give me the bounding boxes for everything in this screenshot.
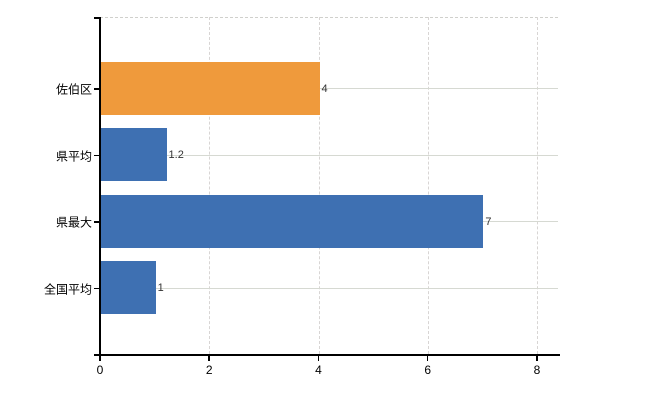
category-label-1: 佐伯区 (55, 82, 92, 97)
x-tick-label: 0 (96, 363, 104, 377)
x-tick-label: 6 (424, 363, 432, 377)
x-axis-tick (426, 355, 429, 361)
horizontal-gridline (100, 88, 558, 89)
bar-2 (101, 128, 167, 182)
bar-value-label: 7 (485, 215, 492, 228)
y-axis-tick (94, 154, 99, 157)
plot-top-border (100, 17, 558, 18)
x-axis-line (95, 354, 560, 356)
y-axis-tick (94, 17, 99, 19)
x-axis-tick (536, 355, 538, 361)
bar-3 (101, 194, 484, 248)
vertical-gridline (209, 17, 211, 354)
x-tick-label: 8 (533, 363, 541, 377)
vertical-gridline (427, 17, 429, 354)
bar-value-label: 1.2 (168, 149, 184, 162)
category-label-4: 全国平均 (43, 282, 92, 297)
bar-value-label: 1 (157, 282, 164, 295)
x-axis-tick (208, 355, 210, 361)
vertical-gridline (537, 17, 538, 354)
x-tick-label: 2 (205, 363, 213, 377)
y-axis-tick (94, 88, 99, 90)
category-label-2: 県平均 (55, 149, 92, 164)
bar-1 (101, 61, 320, 115)
category-label-3: 県最大 (55, 215, 92, 230)
y-axis-line (99, 17, 101, 355)
horizontal-gridline (100, 154, 558, 156)
horizontal-gridline (100, 287, 558, 289)
y-axis-tick (94, 221, 99, 223)
bar-value-label: 4 (321, 82, 328, 95)
y-axis-tick (94, 287, 99, 290)
vertical-gridline (318, 17, 320, 354)
x-tick-label: 4 (315, 363, 322, 377)
x-axis-tick (317, 355, 319, 361)
bar-4 (101, 261, 156, 315)
y-axis-tick (94, 354, 99, 356)
x-axis-tick (99, 355, 101, 361)
